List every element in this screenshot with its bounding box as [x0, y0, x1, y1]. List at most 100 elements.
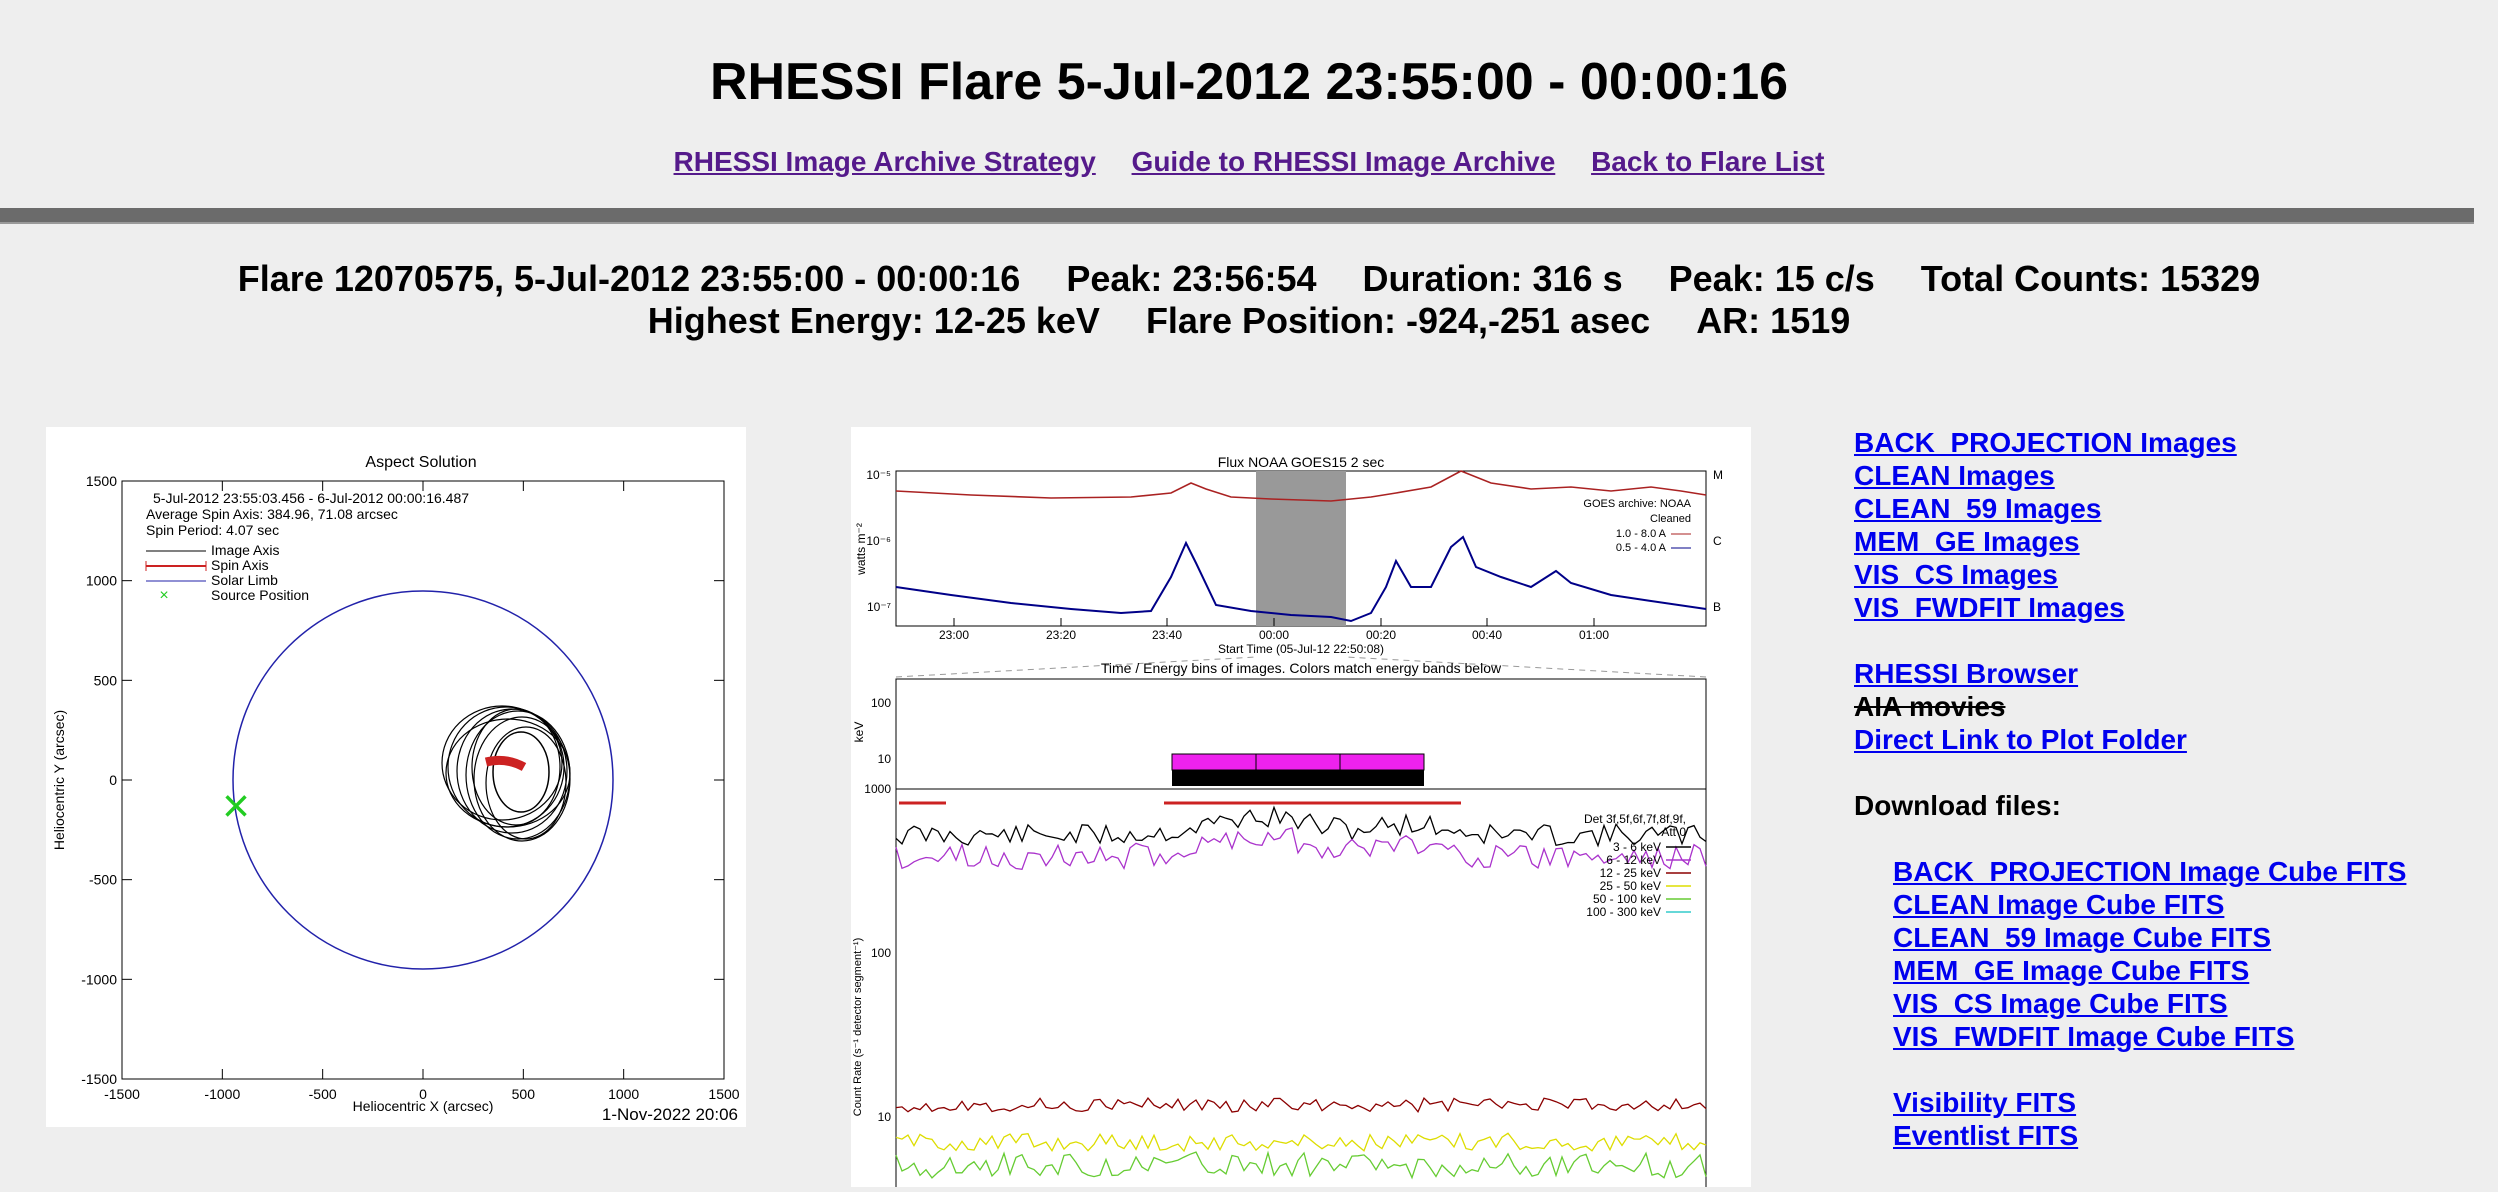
- aspect-time-range: 5-Jul-2012 23:55:03.456 - 6-Jul-2012 00:…: [153, 490, 469, 506]
- goes-short-channel: [895, 535, 1707, 623]
- side-links: BACK_PROJECTION Images CLEAN Images CLEA…: [1854, 426, 2406, 1152]
- loop-7: [471, 708, 561, 826]
- aspect-ytick-label: -500: [89, 872, 117, 888]
- divider: [0, 208, 2474, 224]
- back-projection-images-link[interactable]: BACK_PROJECTION Images: [1854, 427, 2237, 458]
- image-archive-strategy-link[interactable]: RHESSI Image Archive Strategy: [673, 146, 1096, 177]
- clean-fits-link[interactable]: CLEAN Image Cube FITS: [1893, 889, 2225, 920]
- aspect-ticks: -1500-1500 -1000 -1000 -500 -500 0 0 500 500 1000…: [81, 473, 740, 1102]
- clean-59-fits-link[interactable]: CLEAN_59 Image Cube FITS: [1893, 922, 2272, 953]
- aspect-ytick-label: 1000: [86, 573, 117, 589]
- rate-curve-12-25kev: [895, 1096, 1707, 1114]
- rate-legend-label: 6 - 12 keV: [1606, 853, 1661, 867]
- highest-energy: Highest Energy: 12-25 keV: [647, 300, 1100, 341]
- legend-image-axis: Image Axis: [211, 542, 279, 558]
- vis-fwdfit-images-link[interactable]: VIS_FWDFIT Images: [1854, 592, 2125, 623]
- zoom-right-guide: [1345, 656, 1707, 678]
- vis-fwdfit-fits-link[interactable]: VIS_FWDFIT Image Cube FITS: [1893, 1021, 2295, 1052]
- nav-links: RHESSI Image Archive Strategy Guide to R…: [0, 146, 2498, 178]
- back-projection-fits-link[interactable]: BACK_PROJECTION Image Cube FITS: [1893, 856, 2407, 887]
- goes-ylabel: watts m⁻²: [854, 523, 868, 576]
- aspect-xtick-label: 0: [419, 1086, 427, 1102]
- peak-time: Peak: 23:56:54: [1066, 258, 1317, 299]
- mem-ge-fits-link[interactable]: MEM_GE Image Cube FITS: [1893, 955, 2250, 986]
- rate-legend-label: 25 - 50 keV: [1600, 879, 1661, 893]
- vis-cs-fits-link[interactable]: VIS_CS Image Cube FITS: [1893, 988, 2228, 1019]
- total-counts: Total Counts: 15329: [1920, 258, 2261, 299]
- aspect-xtick-label: 1500: [708, 1086, 739, 1102]
- aspect-ytick-label: 500: [94, 672, 118, 688]
- aspect-svg: Aspect Solution -1500-1500 -1000 -1000 -500…: [51, 454, 740, 1124]
- legend-spin-axis: Spin Axis: [211, 557, 269, 573]
- bin-low-row: [1172, 770, 1424, 786]
- rate-curve-25-50kev: [895, 1132, 1707, 1153]
- loop-4: [441, 705, 563, 821]
- bins-ylabel: keV: [852, 722, 866, 743]
- bins-ytick-2: 10: [878, 752, 892, 766]
- goes-xtick-label: 23:00: [939, 628, 969, 642]
- solar-limb: [232, 590, 614, 970]
- rate-legend-label: 100 - 300 keV: [1586, 905, 1661, 919]
- goes-legend-long: 1.0 - 8.0 A: [1616, 528, 1667, 540]
- active-region: AR: 1519: [1696, 300, 1851, 341]
- fits-links: BACK_PROJECTION Image Cube FITS CLEAN Im…: [1854, 855, 2406, 1152]
- rate-ylabel: Count Rate (s⁻¹ detector segment⁻¹): [852, 938, 864, 1117]
- flux-plot: Flux NOAA GOES15 2 sec 10⁻⁵ 10⁻⁶ 10⁻⁷ M …: [851, 427, 1751, 1190]
- rate-ytick-100: 100: [871, 946, 891, 960]
- goes-xlabel: Start Time (05-Jul-12 22:50:08): [1218, 642, 1384, 656]
- loop-8: [485, 726, 567, 840]
- source-position-marker: ×: [222, 780, 250, 833]
- eventlist-fits-link[interactable]: Eventlist FITS: [1893, 1120, 2079, 1151]
- aspect-solution-plot: Aspect Solution -1500 -1500 -1000 -1000 -500…: [46, 427, 746, 1127]
- vis-cs-images-link[interactable]: VIS_CS Images: [1854, 559, 2058, 590]
- goes-legend-cleaned: Cleaned: [1650, 513, 1691, 525]
- zoom-left-guide: [895, 656, 1257, 678]
- legend-source-marker: ×: [159, 587, 168, 604]
- goes-xtick-label: 00:00: [1259, 628, 1289, 642]
- aspect-xtick-label: -500: [309, 1086, 337, 1102]
- goes-xtick-label: 23:20: [1046, 628, 1076, 642]
- mem-ge-images-link[interactable]: MEM_GE Images: [1854, 526, 2080, 557]
- aspect-title: Aspect Solution: [365, 454, 476, 471]
- bins-ytick-1: 100: [871, 696, 891, 710]
- rate-curve-3-6kev: [895, 805, 1707, 848]
- rate-legend-att: Att 0: [1661, 825, 1686, 839]
- aspect-xlabel: Heliocentric X (arcsec): [353, 1098, 494, 1114]
- goes-xtick-label: 01:00: [1579, 628, 1609, 642]
- bin-2-mid: [1255, 753, 1341, 771]
- rate-curve-6-12kev: [895, 827, 1707, 871]
- spin-axis-track: [484, 755, 527, 772]
- rate-ytick-10: 10: [878, 1110, 892, 1124]
- bins-title: Time / Energy bins of images. Colors mat…: [1101, 660, 1502, 676]
- aspect-spin-period: Spin Period: 4.07 sec: [146, 522, 279, 538]
- flux-svg: Flux NOAA GOES15 2 sec 10⁻⁵ 10⁻⁶ 10⁻⁷ M …: [852, 454, 1723, 1190]
- rate-legend-label: 3 - 6 keV: [1613, 840, 1661, 854]
- rhessi-browser-link[interactable]: RHESSI Browser: [1854, 658, 2079, 689]
- back-to-flare-list-link[interactable]: Back to Flare List: [1591, 146, 1825, 177]
- goes-xtick-label: 23:40: [1152, 628, 1182, 642]
- aspect-ytick-label: -1500: [81, 1071, 117, 1087]
- aspect-ylabel: Heliocentric Y (arcsec): [51, 710, 67, 850]
- flare-position: Flare Position: -924,-251 asec: [1145, 300, 1651, 341]
- bin-1-mid: [1171, 753, 1257, 771]
- goes-xtick-label: 00:40: [1472, 628, 1502, 642]
- direct-link-plot-folder[interactable]: Direct Link to Plot Folder: [1854, 724, 2187, 755]
- energy-bins: [1171, 753, 1425, 786]
- clean-images-link[interactable]: CLEAN Images: [1854, 460, 2055, 491]
- rate-curve-50-100kev: [895, 1150, 1707, 1180]
- clean-59-images-link[interactable]: CLEAN_59 Images: [1854, 493, 2102, 524]
- guide-link[interactable]: Guide to RHESSI Image Archive: [1131, 146, 1556, 177]
- goes-long-channel: [895, 470, 1707, 502]
- aspect-spin-axis: Average Spin Axis: 384.96, 71.08 arcsec: [146, 506, 398, 522]
- flare-interval-shade: [1256, 471, 1346, 626]
- flare-id: Flare 12070575, 5-Jul-2012 23:55:00 - 00…: [237, 258, 1021, 299]
- rate-legend-label: 50 - 100 keV: [1593, 892, 1661, 906]
- aspect-footer: 1-Nov-2022 20:06: [602, 1105, 738, 1124]
- duration: Duration: 316 s: [1362, 258, 1623, 299]
- goes-class-b: B: [1713, 600, 1721, 614]
- bin-3-mid: [1339, 753, 1425, 771]
- aspect-xtick-label: 1000: [608, 1086, 639, 1102]
- goes-ytick-2: 10⁻⁶: [866, 534, 891, 548]
- visibility-fits-link[interactable]: Visibility FITS: [1893, 1087, 2077, 1118]
- aspect-xtick-label: 500: [512, 1086, 536, 1102]
